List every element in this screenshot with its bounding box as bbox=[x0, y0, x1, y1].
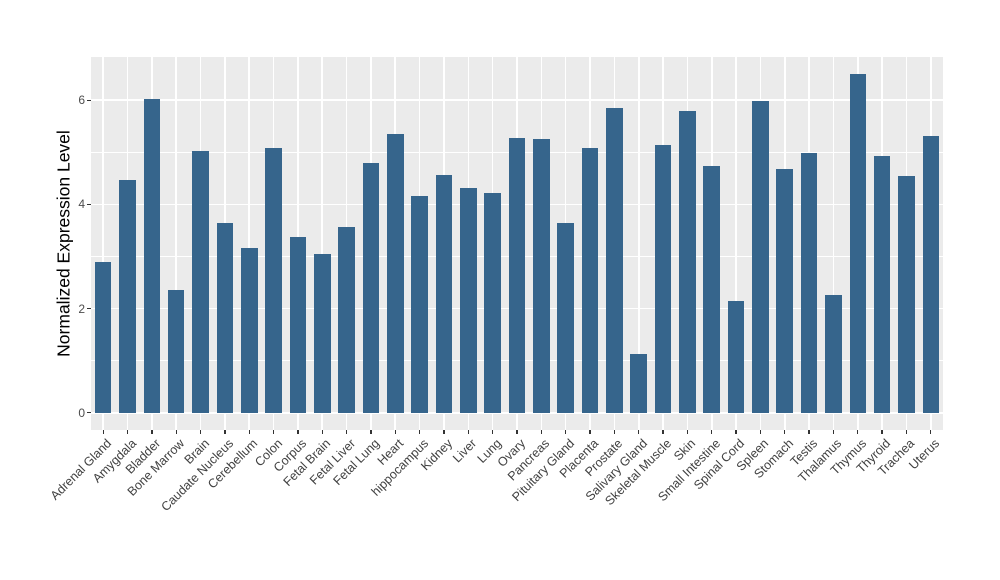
x-tick bbox=[272, 430, 275, 434]
x-tick bbox=[784, 430, 786, 434]
vertical-gridline bbox=[102, 57, 104, 430]
bar-brain bbox=[192, 150, 209, 413]
x-tick bbox=[297, 430, 299, 434]
major-gridline bbox=[91, 411, 943, 414]
vertical-gridline bbox=[637, 57, 640, 430]
bar-testis bbox=[800, 152, 818, 413]
x-tick bbox=[857, 430, 859, 434]
x-tick bbox=[175, 430, 177, 434]
y-tick bbox=[87, 307, 91, 310]
x-tick bbox=[565, 430, 567, 434]
bar-thyroid bbox=[873, 155, 891, 413]
x-tick bbox=[686, 430, 689, 434]
x-tick bbox=[589, 430, 591, 434]
bar-placenta bbox=[581, 147, 599, 413]
x-tick bbox=[832, 430, 835, 434]
x-tick bbox=[759, 430, 762, 434]
bar-skeletal-muscle bbox=[654, 145, 672, 413]
x-tick bbox=[930, 430, 932, 434]
x-tick bbox=[735, 430, 737, 434]
bar-thymus bbox=[849, 74, 867, 413]
bar-salivary-gland bbox=[630, 354, 647, 413]
y-tick-label: 2 bbox=[78, 301, 85, 316]
x-tick bbox=[321, 430, 323, 434]
bar-amygdala bbox=[119, 180, 136, 413]
bar-hippocampus bbox=[411, 195, 428, 413]
x-tick bbox=[394, 430, 396, 434]
y-tick-label: 6 bbox=[78, 93, 85, 108]
x-tick bbox=[151, 430, 153, 434]
vertical-gridline bbox=[248, 57, 251, 430]
x-tick bbox=[613, 430, 616, 434]
x-tick bbox=[516, 430, 518, 434]
x-tick bbox=[881, 430, 883, 434]
bar-thalamus bbox=[825, 295, 842, 413]
bar-cerebellum bbox=[240, 247, 258, 413]
x-tick bbox=[711, 430, 713, 434]
x-tick bbox=[126, 430, 129, 434]
x-tick bbox=[370, 430, 372, 434]
bar-small-intestine bbox=[703, 165, 721, 413]
x-tick bbox=[102, 430, 104, 434]
vertical-gridline bbox=[321, 57, 324, 430]
vertical-gridline bbox=[832, 57, 835, 430]
major-gridline bbox=[91, 99, 943, 102]
plot-panel bbox=[91, 57, 943, 430]
bar-colon bbox=[265, 147, 282, 413]
x-tick bbox=[224, 430, 226, 434]
bar-stomach bbox=[776, 169, 794, 413]
x-tick bbox=[418, 430, 421, 434]
x-tick bbox=[443, 430, 445, 434]
bar-adrenal-gland bbox=[94, 262, 112, 413]
x-tick bbox=[540, 430, 542, 434]
bar-fetal-brain bbox=[313, 254, 331, 413]
bar-pituitary-gland bbox=[557, 223, 574, 413]
x-tick bbox=[345, 430, 348, 434]
x-tick bbox=[808, 430, 810, 434]
bar-liver bbox=[460, 188, 477, 413]
bar-lung bbox=[484, 192, 501, 413]
bar-pancreas bbox=[533, 139, 550, 413]
vertical-gridline bbox=[735, 57, 737, 430]
bar-ovary bbox=[508, 137, 526, 413]
x-tick bbox=[905, 430, 908, 434]
x-tick bbox=[662, 430, 664, 434]
bar-fetal-liver bbox=[338, 227, 355, 413]
bar-bladder bbox=[143, 99, 161, 413]
bar-caudate-nucleus bbox=[216, 222, 234, 413]
x-tick bbox=[199, 430, 202, 434]
bar-trachea bbox=[898, 175, 915, 413]
y-tick-label: 0 bbox=[78, 405, 85, 420]
bar-skin bbox=[679, 110, 696, 413]
bar-kidney bbox=[435, 175, 453, 413]
bar-heart bbox=[386, 134, 404, 413]
bar-fetal-lung bbox=[362, 162, 380, 413]
bar-bone-marrow bbox=[167, 290, 185, 413]
y-tick-label: 4 bbox=[78, 197, 85, 212]
x-tick bbox=[638, 430, 640, 434]
bar-spinal-cord bbox=[727, 301, 745, 413]
y-tick bbox=[87, 412, 91, 414]
bar-uterus bbox=[922, 135, 940, 413]
y-tick bbox=[87, 99, 91, 101]
x-tick bbox=[248, 430, 250, 434]
x-tick bbox=[467, 430, 469, 434]
bar-prostate bbox=[606, 107, 623, 413]
bar-corpus bbox=[289, 236, 307, 413]
bar-spleen bbox=[752, 100, 769, 413]
y-tick bbox=[87, 203, 91, 206]
vertical-gridline bbox=[175, 57, 177, 430]
x-tick bbox=[492, 430, 494, 434]
